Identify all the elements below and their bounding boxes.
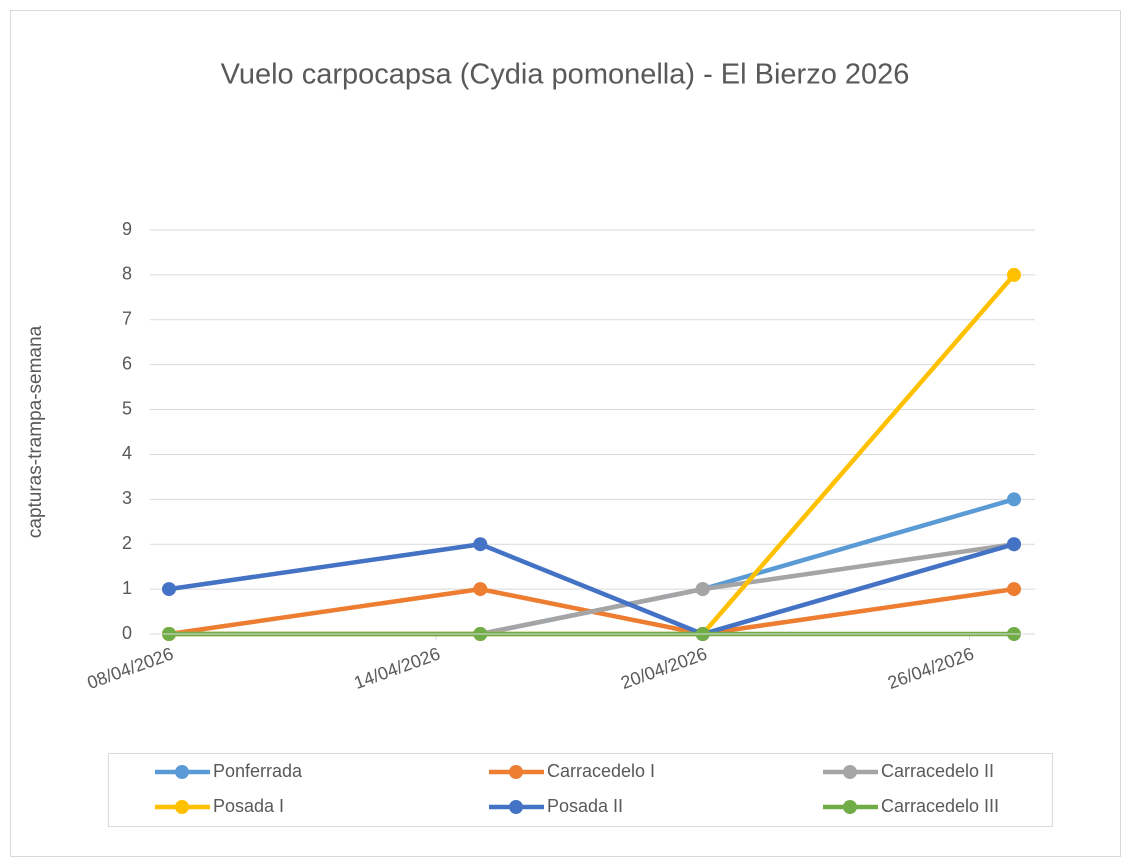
legend-label: Ponferrada (213, 761, 303, 781)
point (162, 582, 176, 597)
y-tick-label: 6 (122, 353, 132, 373)
y-tick-label: 1 (122, 578, 132, 598)
legend-label: Carracedelo III (881, 796, 999, 816)
point (695, 582, 710, 597)
series-line (168, 541, 1015, 637)
legend-marker (509, 765, 523, 779)
y-tick-label: 8 (122, 264, 132, 284)
y-tick-label: 9 (122, 219, 132, 239)
y-tick-label: 7 (122, 309, 132, 329)
legend-box (108, 753, 1053, 827)
legend-marker (175, 800, 189, 814)
legend-label: Carracedelo II (881, 761, 994, 781)
y-tick-label: 5 (122, 398, 132, 418)
y-tick-label: 3 (122, 488, 132, 508)
legend-marker (843, 765, 857, 779)
chart-border (10, 10, 1121, 857)
point (1007, 537, 1021, 552)
y-tick-label: 0 (122, 623, 132, 643)
point (1007, 492, 1021, 507)
legend-marker (175, 765, 189, 779)
legend-label: Posada II (547, 796, 623, 816)
point (1007, 267, 1021, 282)
point (473, 582, 488, 597)
chart-title: Vuelo carpocapsa (Cydia pomonella) - El … (221, 59, 910, 91)
legend-label: Carracedelo I (547, 761, 655, 781)
y-tick-label: 4 (122, 443, 132, 463)
legend-marker (843, 800, 857, 814)
point (1007, 582, 1021, 597)
legend-label: Posada I (213, 796, 284, 816)
legend-marker (509, 800, 523, 814)
point (473, 537, 488, 552)
y-tick-label: 2 (122, 533, 132, 553)
y-axis-label: capturas-trampa-semana (25, 325, 46, 538)
